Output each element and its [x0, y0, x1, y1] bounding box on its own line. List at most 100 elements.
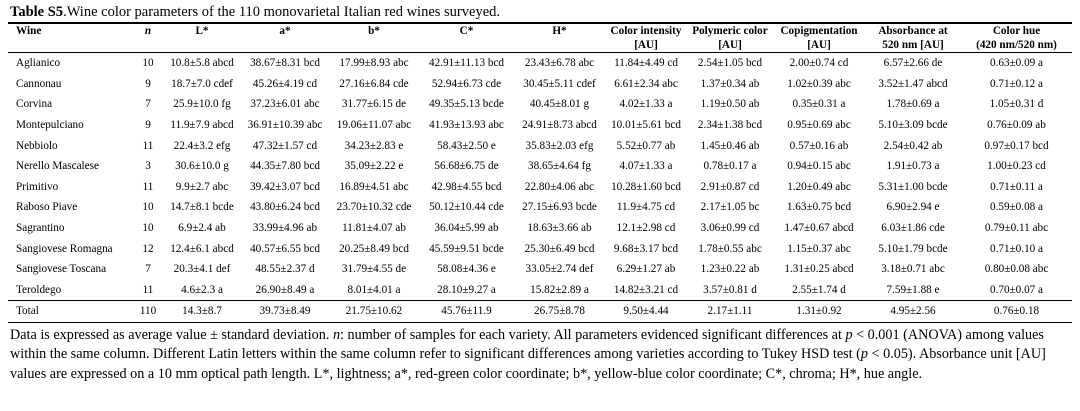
value-cell: 22.80±4.06 abc: [524, 180, 595, 193]
value-cell: 6.9±2.4 ab: [178, 222, 226, 235]
value-cell: 40.45±8.01 g: [529, 98, 590, 111]
value-cell: 31.79±4.55 de: [341, 263, 407, 276]
value-cell: 6.57±2.66 de: [883, 57, 943, 70]
value-cell: 2.55±1.74 d: [792, 283, 846, 296]
header-row-units: [AU] [AU] [AU] 520 nm [AU] (420 nm/520 nm): [8, 38, 1072, 53]
table-header: Wine n L* a* b* C* H* Color intensity Polymeric …: [8, 22, 1072, 53]
table-footnote: Data is expressed as average value ± sta…: [10, 326, 1072, 384]
value-cell: 4.02±1.33 a: [619, 98, 673, 111]
value-cell: 0.95±0.69 abc: [787, 119, 851, 132]
value-cell: 5.52±0.77 ab: [616, 139, 676, 152]
value-cell: 23.43±6.78 abc: [524, 57, 595, 70]
wine-name-cell: Sagrantino: [16, 222, 65, 235]
column-header: n: [133, 22, 163, 38]
value-cell: 4.07±1.33 a: [619, 160, 673, 173]
value-cell: 39.42±3.07 bcd: [250, 180, 320, 193]
value-cell: 20.25±8.49 bcd: [339, 242, 409, 255]
value-cell: 36.91±10.39 abc: [247, 119, 323, 132]
total-value-cell: 26.75±8.78: [514, 300, 605, 323]
table-row: Aglianico 10 10.8±5.8 abcd 38.67±8.31 bcd 17…: [8, 53, 1072, 74]
value-cell: 24.91±8.73 abcd: [522, 119, 597, 132]
value-cell: 6.03±1.86 cde: [881, 222, 945, 235]
value-cell: 30.45±5.11 cdef: [523, 77, 596, 90]
value-cell: 6.29±1.27 ab: [616, 263, 676, 276]
value-cell: 42.98±4.55 bcd: [431, 180, 502, 193]
value-cell: 9.68±3.17 bcd: [613, 242, 679, 255]
value-cell: 0.63±0.09 a: [989, 57, 1044, 70]
wine-name-cell: Corvina: [16, 98, 53, 111]
value-cell: 1.00±0.23 cd: [987, 160, 1046, 173]
column-header: L*: [163, 22, 241, 38]
value-cell: 33.99±4.96 ab: [252, 222, 318, 235]
value-cell: 35.09±2.22 e: [344, 160, 404, 173]
value-cell: 10.8±5.8 abcd: [170, 57, 234, 70]
sample-count-cell: 11: [142, 139, 154, 152]
table-row: Nerello Mascalese 3 30.6±10.0 g 44.35±7.80 …: [8, 156, 1072, 177]
sample-count-cell: 12: [142, 242, 154, 255]
total-label-cell: Total: [8, 300, 133, 323]
column-header: b*: [329, 22, 419, 38]
value-cell: 1.31±0.25 abcd: [784, 263, 854, 276]
total-value-cell: 45.76±11.9: [419, 300, 514, 323]
column-header: Wine: [8, 22, 133, 38]
wine-name-cell: Sangiovese Romagna: [16, 242, 113, 255]
wine-name-cell: Nebbiolo: [16, 139, 58, 152]
value-cell: 0.78±0.17 a: [703, 160, 757, 173]
value-cell: 0.97±0.17 bcd: [984, 139, 1049, 152]
value-cell: 2.54±1.05 bcd: [697, 57, 763, 70]
table-caption: Table S5.Wine color parameters of the 11…: [10, 3, 1072, 21]
sample-count-cell: 10: [142, 201, 154, 214]
total-row: Total 110 14.3±8.7 39.73±8.49 21.75±10.62 45.…: [8, 300, 1072, 323]
value-cell: 56.68±6.75 de: [434, 160, 499, 173]
value-cell: 26.90±8.49 a: [255, 283, 315, 296]
value-cell: 52.94±6.73 cde: [431, 77, 502, 90]
value-cell: 30.6±10.0 g: [175, 160, 229, 173]
sample-count-cell: 7: [145, 98, 151, 111]
value-cell: 1.78±0.55 abc: [698, 242, 762, 255]
column-header-unit: [AU]: [605, 38, 687, 53]
table-label: Table S5: [10, 4, 64, 20]
value-cell: 5.10±3.09 bcde: [878, 119, 948, 132]
value-cell: 1.78±0.69 a: [886, 98, 940, 111]
value-cell: 7.59±1.88 e: [886, 283, 940, 296]
column-header-unit: [329, 38, 419, 53]
wine-name-cell: Raboso Piave: [16, 201, 78, 214]
value-cell: 34.23±2.83 e: [344, 139, 404, 152]
value-cell: 50.12±10.44 cde: [429, 201, 504, 214]
note-text: < 0.001 (ANOVA) among values within the …: [10, 326, 1044, 363]
value-cell: 43.80±6.24 bcd: [250, 201, 320, 214]
value-cell: 45.59±9.51 bcde: [429, 242, 504, 255]
column-header: Color intensity: [605, 22, 687, 38]
value-cell: 5.31±1.00 bcde: [878, 180, 948, 193]
value-cell: 14.82±3.21 cd: [613, 283, 679, 296]
wine-name-cell: Teroldego: [16, 283, 62, 296]
value-cell: 9.9±2.7 abc: [175, 180, 229, 193]
value-cell: 0.80±0.08 abc: [984, 263, 1049, 276]
value-cell: 0.59±0.08 a: [989, 201, 1044, 214]
column-header: Color hue: [961, 22, 1072, 38]
value-cell: 33.05±2.74 def: [525, 263, 594, 276]
value-cell: 1.47±0.67 abcd: [784, 222, 854, 235]
value-cell: 0.71±0.11 a: [990, 180, 1043, 193]
table-row: Raboso Piave 10 14.7±8.1 bcde 43.80±6.24 bc…: [8, 197, 1072, 218]
note-italic-p: p: [845, 326, 853, 343]
value-cell: 2.91±0.87 cd: [700, 180, 760, 193]
value-cell: 31.77±6.15 de: [341, 98, 407, 111]
value-cell: 1.05±0.31 d: [989, 98, 1044, 111]
value-cell: 16.89±4.51 abc: [339, 180, 409, 193]
table-row: Sangiovese Toscana 7 20.3±4.1 def 48.55±2.3…: [8, 259, 1072, 280]
total-value-cell: 14.3±8.7: [163, 300, 241, 323]
wine-name-cell: Nerello Mascalese: [16, 160, 99, 173]
table-row: Sangiovese Romagna 12 12.4±6.1 abcd 40.57±6…: [8, 238, 1072, 259]
sample-count-cell: 10: [142, 57, 154, 70]
value-cell: 4.6±2.3 a: [181, 283, 223, 296]
value-cell: 11.81±4.07 ab: [342, 222, 406, 235]
value-cell: 58.08±4.36 e: [437, 263, 496, 276]
value-cell: 3.18±0.71 abc: [881, 263, 945, 276]
column-header-unit: [241, 38, 329, 53]
value-cell: 1.45±0.46 ab: [700, 139, 760, 152]
wine-name-cell: Sangiovese Toscana: [16, 263, 107, 276]
value-cell: 27.16±6.84 cde: [339, 77, 409, 90]
value-cell: 3.52±1.47 abcd: [878, 77, 948, 90]
column-header: H*: [514, 22, 605, 38]
